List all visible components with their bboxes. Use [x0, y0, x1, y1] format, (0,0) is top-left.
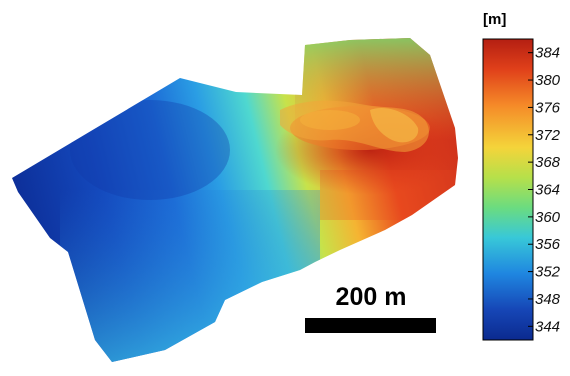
elevation-legend: [m] 384 380 376 372 368 364 360 356 352 348 344	[482, 11, 561, 341]
scale-bar: 200 m	[305, 283, 436, 333]
colorbar-tick-label: 364	[535, 182, 560, 199]
colorbar-tick-label: 356	[535, 236, 561, 253]
colorbar-tick-label: 348	[535, 291, 561, 308]
colorbar-tick-label: 384	[535, 45, 560, 62]
colorbar-tick-label: 368	[535, 154, 561, 171]
colorbar-tick-label: 372	[535, 127, 561, 144]
colorbar-tick-label: 380	[535, 72, 561, 89]
colorbar-ticks: 384 380 376 372 368 364 360 356 352 348 344	[528, 45, 561, 335]
scale-bar-label: 200 m	[336, 283, 407, 311]
legend-unit-label: [m]	[483, 11, 506, 28]
terrain-elevation-map	[12, 38, 458, 362]
colorbar-tick-label: 344	[535, 318, 560, 335]
scale-bar-line	[305, 318, 436, 333]
colorbar-tick-label: 352	[535, 264, 561, 281]
colorbar-tick-label: 376	[535, 99, 561, 116]
colorbar-tick-label: 360	[535, 209, 561, 226]
colorbar	[482, 38, 534, 341]
